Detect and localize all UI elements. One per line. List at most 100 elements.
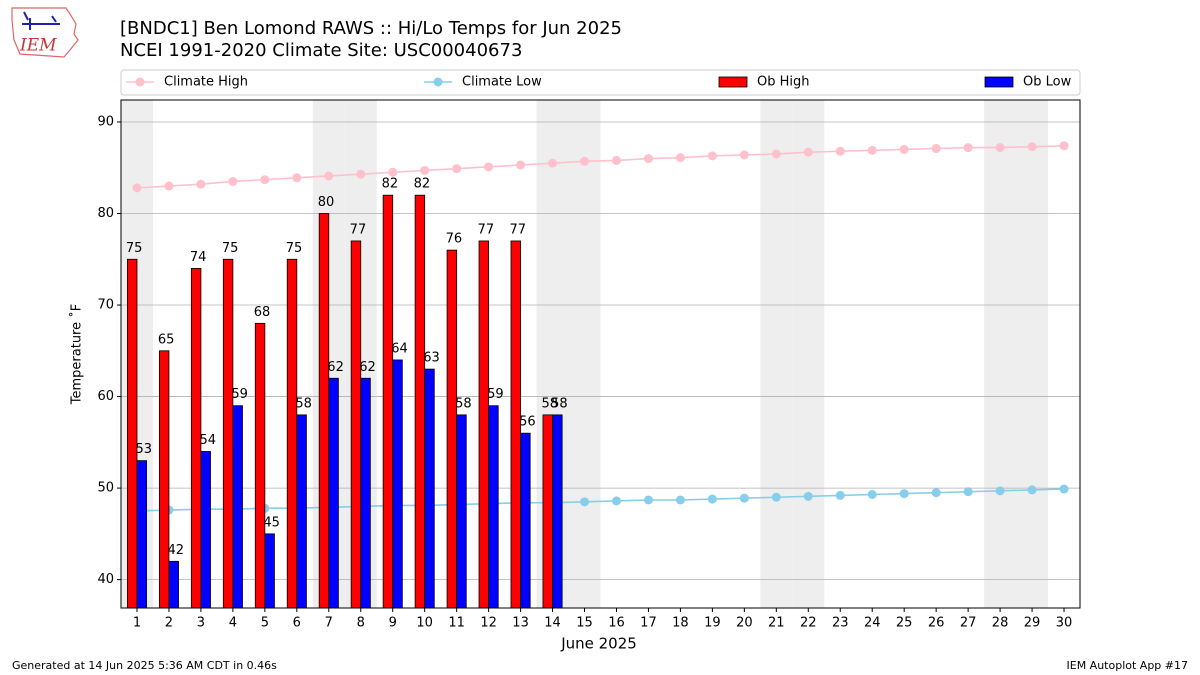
x-tick-label: 28 xyxy=(992,616,1009,631)
x-tick-label: 10 xyxy=(416,616,433,631)
bar-label: 56 xyxy=(519,415,536,430)
bar-label: 80 xyxy=(318,195,335,210)
bar xyxy=(286,258,298,609)
line-marker xyxy=(675,495,685,505)
line-marker xyxy=(771,149,781,159)
line-marker xyxy=(1027,142,1037,152)
x-tick-label: 23 xyxy=(832,616,849,631)
x-tick-label: 11 xyxy=(448,616,465,631)
x-tick-label: 7 xyxy=(325,616,333,631)
bar xyxy=(552,414,563,609)
bar xyxy=(414,194,426,609)
x-tick-label: 29 xyxy=(1024,616,1041,631)
bar-label: 58 xyxy=(295,396,312,411)
bar-label: 77 xyxy=(510,222,527,237)
line-marker xyxy=(324,171,334,181)
y-tick-label: 60 xyxy=(97,389,114,404)
bar-label: 65 xyxy=(158,332,175,347)
x-tick-label: 1 xyxy=(133,616,141,631)
bar-label: 75 xyxy=(126,241,143,256)
bar-label: 59 xyxy=(487,387,504,402)
line-marker xyxy=(260,175,270,185)
legend-marker xyxy=(135,77,145,87)
x-tick-label: 19 xyxy=(704,616,721,631)
line-marker xyxy=(420,165,430,175)
legend-marker xyxy=(433,77,443,87)
line-marker xyxy=(707,151,717,161)
legend-label: Ob High xyxy=(757,75,810,90)
line-marker xyxy=(548,158,558,168)
line-marker xyxy=(739,150,749,160)
line-marker xyxy=(1059,484,1069,494)
line-marker xyxy=(995,486,1005,496)
line-marker xyxy=(835,146,845,156)
line-marker xyxy=(228,176,238,186)
bar xyxy=(318,213,330,609)
line-marker xyxy=(1027,485,1037,495)
line-marker xyxy=(356,169,366,179)
bar xyxy=(350,240,362,609)
bar xyxy=(168,560,179,609)
bar xyxy=(360,377,371,609)
line-marker xyxy=(132,183,142,193)
y-tick-label: 70 xyxy=(97,298,114,313)
x-tick-label: 16 xyxy=(608,616,625,631)
x-tick-label: 18 xyxy=(672,616,689,631)
line-marker xyxy=(931,488,941,498)
footer-left: Generated at 14 Jun 2025 5:36 AM CDT in … xyxy=(12,659,277,672)
bar xyxy=(126,258,138,609)
line-marker xyxy=(771,492,781,502)
line-marker xyxy=(611,496,621,506)
chart-title: [BNDC1] Ben Lomond RAWS :: Hi/Lo Temps f… xyxy=(120,18,622,39)
y-tick-label: 80 xyxy=(97,206,114,221)
line-marker xyxy=(643,154,653,164)
line-marker xyxy=(292,173,302,183)
line xyxy=(136,144,1065,189)
bar xyxy=(200,451,211,609)
bar xyxy=(520,432,531,609)
x-tick-label: 12 xyxy=(480,616,497,631)
legend-label: Ob Low xyxy=(1023,75,1072,90)
legend-swatch xyxy=(718,76,748,88)
x-tick-label: 25 xyxy=(896,616,913,631)
bar xyxy=(456,414,467,609)
bar-label: 58 xyxy=(541,396,558,411)
line-marker xyxy=(867,145,877,155)
x-tick-label: 9 xyxy=(389,616,397,631)
bar-label: 82 xyxy=(382,177,399,192)
bar xyxy=(328,377,339,609)
line-marker xyxy=(803,491,813,501)
x-tick-label: 6 xyxy=(293,616,301,631)
bar xyxy=(254,322,266,609)
x-tick-label: 4 xyxy=(229,616,237,631)
bar xyxy=(296,414,307,609)
weekend-shade xyxy=(568,100,601,608)
bar-label: 62 xyxy=(359,360,376,375)
bar xyxy=(232,405,243,609)
line-marker xyxy=(1059,141,1069,151)
x-tick-label: 13 xyxy=(512,616,529,631)
bar xyxy=(158,350,170,609)
legend-label: Climate Low xyxy=(462,75,542,90)
bar-label: 58 xyxy=(551,396,568,411)
bar-label: 76 xyxy=(446,232,463,247)
bar xyxy=(424,368,435,609)
bar-label: 58 xyxy=(455,396,472,411)
line-marker xyxy=(963,143,973,153)
weekend-shade xyxy=(984,100,1017,608)
bar-label: 82 xyxy=(414,177,431,192)
line-marker xyxy=(867,490,877,500)
bar xyxy=(264,533,275,609)
line-marker xyxy=(580,497,590,507)
x-tick-label: 22 xyxy=(800,616,817,631)
line-marker xyxy=(643,495,653,505)
x-tick-label: 15 xyxy=(576,616,593,631)
bar xyxy=(542,414,553,609)
line-marker xyxy=(707,494,717,504)
bar xyxy=(392,359,403,609)
line-marker xyxy=(388,167,398,177)
x-tick-label: 17 xyxy=(640,616,657,631)
x-tick-label: 5 xyxy=(261,616,269,631)
plot-frame xyxy=(120,99,1081,609)
